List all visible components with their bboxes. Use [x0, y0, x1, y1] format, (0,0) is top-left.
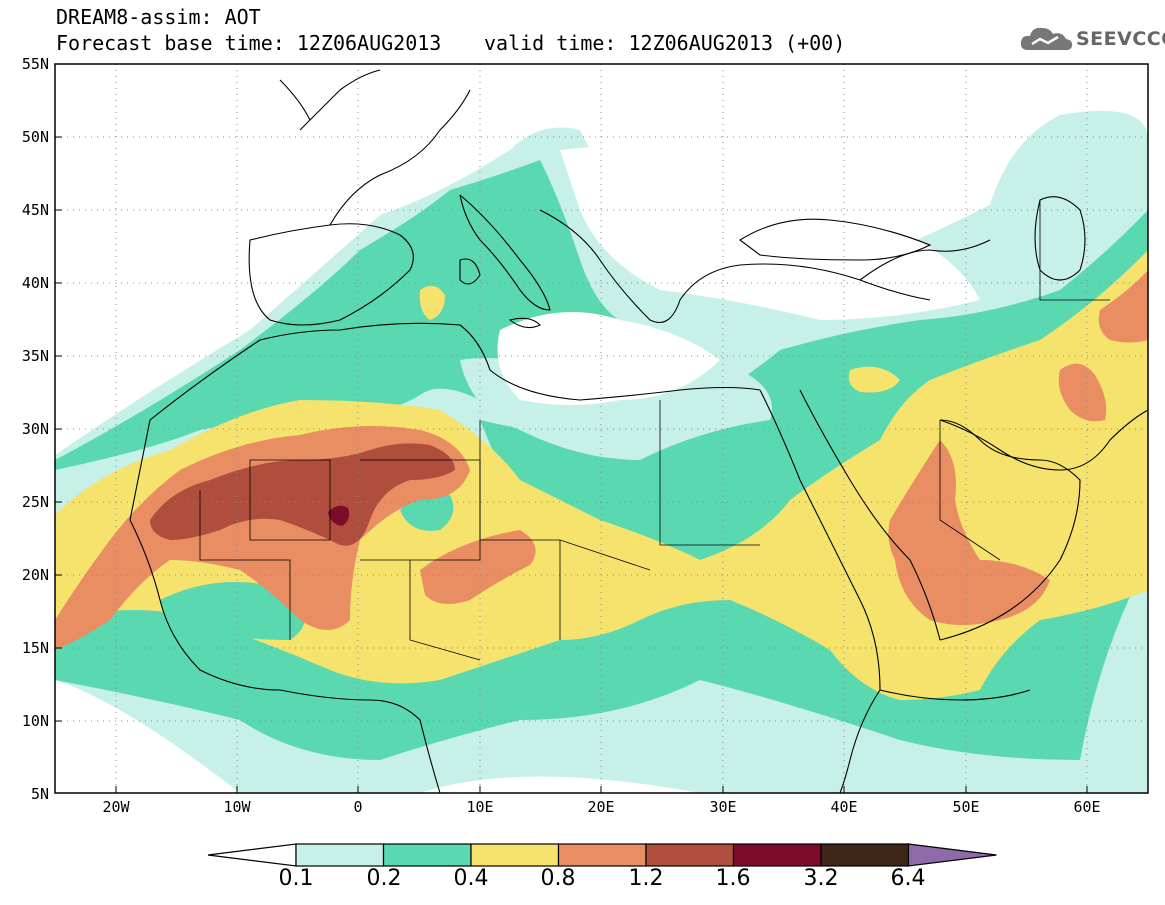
- aot-0.4-region: [848, 366, 900, 393]
- aot-1.2-region: [150, 443, 455, 546]
- forecast-base-time: Forecast base time: 12Z06AUG2013: [56, 31, 442, 55]
- colorbar-label: 0.8: [540, 866, 576, 891]
- lat-label: 20N: [22, 566, 49, 584]
- colorbar-label: 3.2: [803, 866, 839, 891]
- colorbar-label: 0.1: [278, 866, 314, 891]
- colorbar-segment: [470, 843, 560, 867]
- aot-1.6-region: [328, 505, 350, 526]
- colorbar: [207, 843, 997, 867]
- aot-0.8-region: [1058, 363, 1107, 422]
- aot-0.8-region: [420, 530, 536, 604]
- lon-label: 30E: [709, 798, 736, 816]
- lon-label: 40E: [830, 798, 857, 816]
- seevccc-logo: SEEVCCC: [1018, 22, 1165, 56]
- aot-0.2-region: [400, 494, 454, 531]
- lat-label: 5N: [31, 785, 49, 803]
- lat-label: 25N: [22, 493, 49, 511]
- aot-clear-region: [497, 312, 720, 405]
- colorbar-extension-high: [907, 843, 997, 867]
- colorbar-segment: [732, 843, 822, 867]
- aot-clear-region: [560, 146, 980, 320]
- aot-0.8-region: [888, 440, 1050, 625]
- colorbar-label: 6.4: [890, 866, 926, 891]
- lat-label: 10N: [22, 712, 49, 730]
- coastlines: [129, 69, 1148, 793]
- lon-labels: 20W 10W 0 10E 20E 30E 40E 50E 60E: [102, 798, 1100, 816]
- lat-label: 15N: [22, 639, 49, 657]
- lon-label: 10W: [223, 798, 251, 816]
- map-gridlines: [55, 64, 1148, 793]
- aot-clear-region: [55, 64, 560, 390]
- cloud-icon: [1020, 27, 1073, 51]
- lat-label: 50N: [22, 128, 49, 146]
- lat-label: 35N: [22, 347, 49, 365]
- lon-label: 0: [353, 798, 362, 816]
- lat-label: 45N: [22, 201, 49, 219]
- colorbar-segment: [382, 843, 472, 867]
- colorbar-segment: [557, 843, 647, 867]
- lat-label: 30N: [22, 420, 49, 438]
- lat-labels: 55N 50N 45N 40N 35N 30N 25N 20N 15N 10N …: [22, 55, 49, 803]
- lon-label: 10E: [466, 798, 493, 816]
- aot-clear-region: [560, 64, 1148, 200]
- colorbar-label: 1.2: [628, 866, 664, 891]
- colorbar-segment: [295, 843, 385, 867]
- lon-label: 60E: [1073, 798, 1100, 816]
- colorbar-segment: [645, 843, 735, 867]
- colorbar-label: 0.4: [453, 866, 489, 891]
- logo-text: SEEVCCC: [1076, 28, 1165, 50]
- colorbar-label: 1.6: [715, 866, 751, 891]
- lat-label: 55N: [22, 55, 49, 73]
- aot-0.8-region: [1098, 270, 1148, 343]
- colorbar-extension-low: [207, 843, 297, 867]
- lon-label: 20W: [102, 798, 130, 816]
- colorbar-label: 0.2: [366, 866, 402, 891]
- lon-label: 20E: [587, 798, 614, 816]
- colorbar-segment: [820, 843, 910, 867]
- valid-time: valid time: 12Z06AUG2013 (+00): [484, 31, 846, 55]
- map-ticks: [55, 136, 1088, 793]
- lat-label: 40N: [22, 274, 49, 292]
- lon-label: 50E: [952, 798, 979, 816]
- aot-0.2-region: [160, 582, 305, 640]
- chart-title: DREAM8-assim: AOT: [56, 5, 261, 29]
- aot-0.4-region: [419, 286, 445, 320]
